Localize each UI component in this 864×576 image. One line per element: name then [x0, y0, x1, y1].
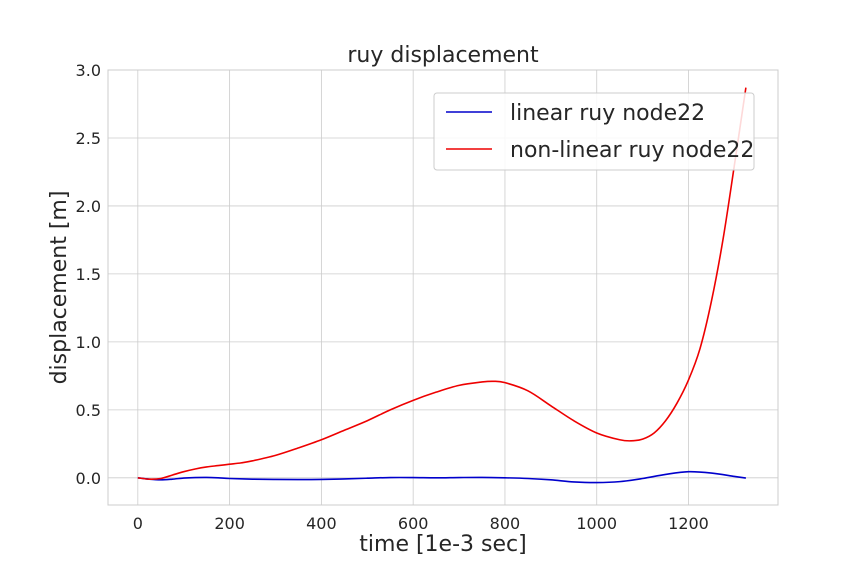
x-tick-label: 0 [133, 514, 143, 533]
y-tick-label: 2.0 [76, 197, 101, 216]
series-line-linear [137, 470, 746, 484]
x-tick-label: 400 [306, 514, 337, 533]
y-tick-label: 0.5 [76, 401, 101, 420]
x-axis-label: time [1e-3 sec] [359, 532, 526, 557]
x-tick-labels: 0 200 400 600 800 1000 1200 [133, 514, 709, 533]
y-tick-label: 1.5 [76, 265, 101, 284]
legend-entry-linear: linear ruy node22 [510, 101, 705, 126]
series-lines [137, 87, 747, 484]
x-tick-label: 200 [214, 514, 245, 533]
x-tick-label: 1000 [576, 514, 617, 533]
legend-entry-non-linear: non-linear ruy node22 [510, 138, 754, 163]
series-line-non-linear [137, 87, 747, 481]
x-tick-label: 1200 [668, 514, 709, 533]
x-tick-label: 600 [398, 514, 429, 533]
x-tick-label: 800 [490, 514, 521, 533]
y-tick-label: 2.5 [76, 129, 101, 148]
chart-title: ruy displacement [347, 43, 539, 68]
y-tick-labels: 0.0 0.5 1.0 1.5 2.0 2.5 3.0 [76, 61, 101, 488]
y-tick-label: 0.0 [76, 469, 101, 488]
y-tick-label: 1.0 [76, 333, 101, 352]
y-tick-label: 3.0 [76, 61, 101, 80]
legend-box [433, 92, 755, 171]
y-axis-label: displacement [m] [47, 191, 72, 385]
legend: linear ruy node22 non-linear ruy node22 [433, 92, 755, 171]
